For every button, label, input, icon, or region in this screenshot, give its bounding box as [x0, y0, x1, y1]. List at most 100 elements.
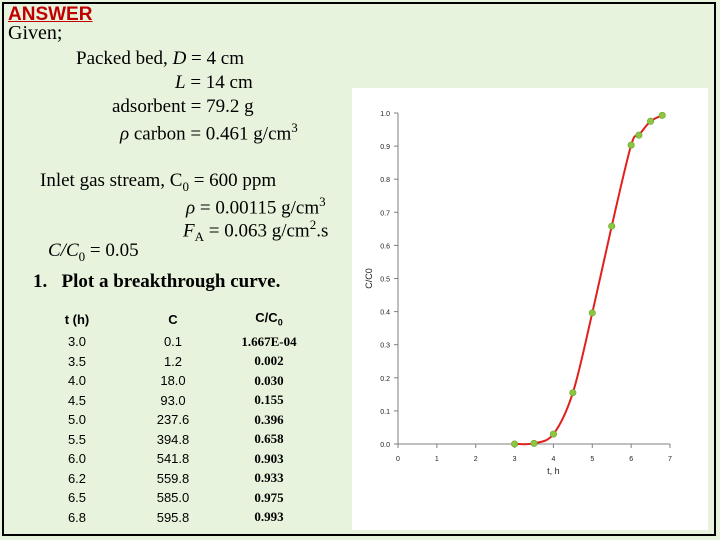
table-row: 6.5 585.0 0.975 — [29, 488, 317, 508]
cell-cc: 0.993 — [254, 509, 284, 525]
y-tick-label: 1.0 — [380, 111, 390, 118]
cell-t: 3.5 — [67, 353, 87, 369]
cell-t: 6.0 — [67, 451, 87, 467]
x-tick-label: 2 — [474, 456, 478, 463]
col-header-t: t (h) — [64, 311, 90, 327]
task-number: 1. — [33, 271, 48, 292]
cell-c: 394.8 — [156, 431, 190, 447]
data-point — [511, 440, 519, 448]
inlet-line: Inlet gas stream, C0 = 600 ppm — [40, 170, 276, 195]
x-tick-label: 1 — [435, 456, 439, 463]
rho-carbon-text: carbon = 0.461 g/cm — [129, 123, 292, 145]
cell-cc: 0.155 — [254, 392, 284, 408]
x-tick-label: 7 — [668, 456, 672, 463]
cell-t: 6.2 — [67, 470, 87, 486]
given-label: Given; — [8, 22, 63, 44]
x-tick-label: 4 — [551, 456, 555, 463]
ratio-line: C/C0 = 0.05 — [48, 240, 139, 265]
inlet-sub: 0 — [182, 178, 189, 194]
x-tick-label: 5 — [590, 456, 594, 463]
fa-sub: A — [194, 229, 204, 245]
y-tick-label: 0.3 — [380, 343, 390, 350]
table-row: 6.2 559.8 0.933 — [29, 469, 317, 489]
inlet-value: = 600 ppm — [188, 170, 277, 191]
y-tick-label: 0.7 — [380, 210, 390, 217]
adsorbent-line: adsorbent = 79.2 g — [112, 96, 254, 117]
fa-text: = 0.063 g/cm — [204, 220, 310, 242]
y-tick-label: 0.9 — [380, 144, 390, 151]
ratio-sub: 0 — [78, 248, 86, 264]
y-tick-label: 0.4 — [380, 310, 390, 317]
rho-carbon-exp: 3 — [291, 120, 298, 135]
packed-bed-line: Packed bed, D = 4 cm — [76, 48, 244, 70]
cell-cc: 0.658 — [254, 431, 284, 447]
cell-c: 0.1 — [163, 334, 183, 350]
rho-gas-text: = 0.00115 g/cm — [195, 197, 320, 219]
data-point — [627, 141, 635, 149]
y-tick-label: 0.0 — [380, 442, 390, 449]
cell-t: 5.5 — [67, 431, 87, 447]
cell-t: 4.5 — [67, 392, 87, 408]
cell-t: 4.0 — [67, 373, 87, 389]
rho-gas-symbol: ρ — [186, 197, 196, 219]
x-tick-label: 3 — [513, 456, 517, 463]
table-row: 5.0 237.6 0.396 — [29, 410, 317, 430]
rho-gas-exp: 3 — [319, 194, 326, 209]
cell-c: 541.8 — [156, 451, 190, 467]
rho-symbol: ρ — [120, 123, 130, 145]
task-line: 1. Plot a breakthrough curve. — [33, 271, 280, 293]
cell-c: 93.0 — [160, 392, 186, 408]
data-point — [658, 111, 666, 119]
cell-cc: 1.667E-04 — [241, 333, 297, 349]
table-row: 4.5 93.0 0.155 — [29, 391, 317, 411]
y-tick-label: 0.8 — [380, 177, 390, 184]
x-tick-label: 0 — [396, 456, 400, 463]
y-tick-label: 0.1 — [380, 409, 390, 416]
col-header-c: C — [168, 311, 178, 327]
breakthrough-chart: 0.0 0.1 0.2 0.3 0.4 0.5 0.6 0.7 0.8 0.9 1.0 0 1 2 3 4 5 6… — [352, 88, 708, 530]
rho-carbon-line: ρ carbon = 0.461 g/cm3 — [120, 120, 298, 145]
cell-cc: 0.975 — [254, 489, 284, 505]
col-header-cc: C/C0 — [221, 306, 317, 332]
cell-c: 18.0 — [160, 373, 186, 389]
data-point — [549, 430, 557, 438]
table-row: 4.0 18.0 0.030 — [29, 371, 317, 391]
cell-c: 559.8 — [156, 470, 190, 486]
flux-line: FA = 0.063 g/cm2.s — [183, 217, 328, 245]
y-tick-label: 0.2 — [380, 376, 390, 383]
cell-cc: 0.903 — [254, 450, 284, 466]
cell-t: 3.0 — [67, 334, 87, 350]
l-symbol: L — [175, 72, 186, 93]
data-point — [635, 131, 643, 139]
cell-cc: 0.002 — [254, 353, 284, 369]
y-axis-label: C/C0 — [364, 268, 374, 289]
fa-symbol: F — [183, 220, 195, 242]
table-header-row: t (h) C C/C0 — [29, 306, 317, 332]
answer-heading: ANSWER — [8, 4, 93, 25]
cell-t: 6.5 — [67, 490, 87, 506]
cell-t: 5.0 — [67, 412, 87, 428]
data-table: t (h) C C/C0 3.0 0.1 1.667E-04 3.5 1.2 0.002 4… — [29, 306, 317, 527]
x-axis-label: t, h — [547, 466, 560, 476]
rho-gas-line: ρ = 0.00115 g/cm3 — [186, 194, 326, 219]
d-value: = 4 cm — [186, 48, 244, 69]
cell-cc: 0.030 — [254, 372, 284, 388]
data-point — [530, 439, 538, 447]
table-row: 3.0 0.1 1.667E-04 — [29, 332, 317, 352]
cell-c: 1.2 — [163, 353, 183, 369]
data-point — [569, 389, 577, 397]
y-tick-label: 0.5 — [380, 277, 390, 284]
data-point — [647, 117, 655, 125]
fa-exp: 2 — [309, 217, 317, 232]
col-header-cc-text: C/C — [255, 310, 278, 326]
table-row: 6.0 541.8 0.903 — [29, 449, 317, 469]
fa-unit: .s — [316, 220, 329, 242]
l-value: = 14 cm — [185, 72, 253, 93]
table-row: 5.5 394.8 0.658 — [29, 430, 317, 450]
col-header-cc-sub: 0 — [277, 317, 283, 328]
task-text: Plot a breakthrough curve. — [61, 271, 281, 292]
ratio-text: C/C — [48, 240, 79, 261]
packed-bed-text: Packed bed, — [76, 48, 173, 69]
table-row: 6.8 595.8 0.993 — [29, 508, 317, 528]
